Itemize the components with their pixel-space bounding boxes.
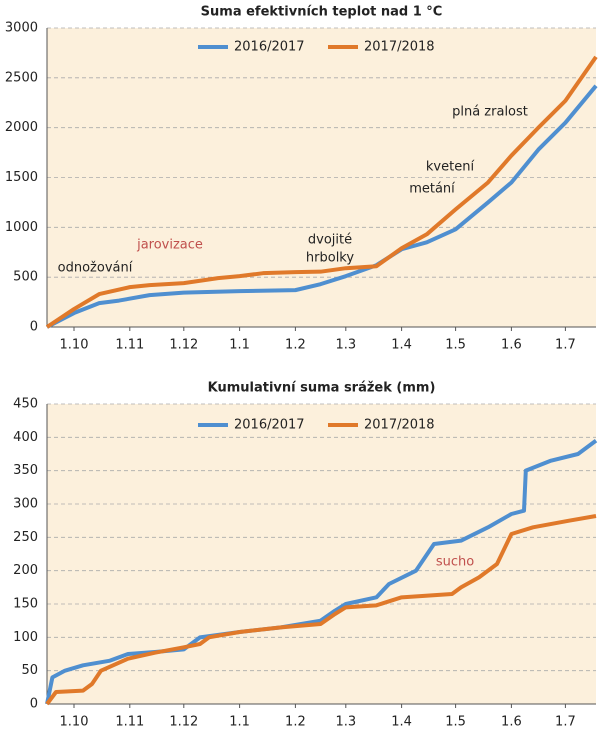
legend-label: 2017/2018 (364, 418, 435, 433)
y-tick-label: 250 (13, 530, 38, 545)
x-tick-label: 1.2 (285, 338, 306, 353)
y-tick-label: 2000 (5, 120, 38, 135)
legend-label: 2016/2017 (234, 418, 305, 433)
x-tick-label: 1.5 (445, 338, 466, 353)
annotation: sucho (436, 555, 474, 570)
x-tick-label: 1.7 (555, 715, 576, 730)
x-tick-label: 1.4 (391, 715, 412, 730)
annotation: plná zralost (452, 105, 528, 120)
chart-title: Kumulativní suma srážek (mm) (208, 381, 436, 396)
annotation: dvojité (308, 233, 352, 248)
data-line (46, 84, 598, 329)
x-tick-label: 1.7 (555, 338, 576, 353)
y-tick-label: 0 (30, 320, 38, 335)
annotation: metání (409, 182, 455, 197)
x-tick-label: 1.10 (60, 338, 89, 353)
y-tick-label: 3000 (5, 21, 38, 36)
x-tick-label: 1.11 (115, 338, 144, 353)
y-tick-label: 50 (21, 663, 38, 678)
x-tick-label: 1.4 (391, 338, 412, 353)
x-tick-label: 1.6 (501, 338, 522, 353)
y-tick-label: 300 (13, 497, 38, 512)
x-tick-label: 1.10 (60, 715, 89, 730)
x-tick-label: 1.6 (501, 715, 522, 730)
x-tick-label: 1.12 (169, 338, 198, 353)
y-tick-label: 2500 (5, 70, 38, 85)
y-tick-label: 100 (13, 630, 38, 645)
y-tick-label: 350 (13, 463, 38, 478)
x-tick-label: 1.3 (335, 338, 356, 353)
x-tick-label: 1.11 (115, 715, 144, 730)
annotation: odnožování (58, 261, 133, 276)
data-line (45, 439, 598, 705)
y-tick-label: 500 (13, 270, 38, 285)
legend-label: 2017/2018 (364, 40, 435, 55)
data-line (45, 514, 597, 706)
x-tick-label: 1.1 (229, 338, 250, 353)
y-tick-label: 200 (13, 563, 38, 578)
x-tick-label: 1.2 (285, 715, 306, 730)
legend-label: 2016/2017 (234, 40, 305, 55)
annotation: hrbolky (306, 251, 354, 266)
y-tick-label: 0 (30, 697, 38, 712)
y-tick-label: 400 (13, 430, 38, 445)
annotation: jarovizace (136, 238, 203, 253)
y-tick-label: 450 (13, 397, 38, 412)
x-tick-label: 1.3 (335, 715, 356, 730)
x-tick-label: 1.1 (229, 715, 250, 730)
y-tick-label: 1500 (5, 170, 38, 185)
chart-title: Suma efektivních teplot nad 1 °C (201, 5, 443, 20)
x-tick-label: 1.12 (169, 715, 198, 730)
data-line (45, 55, 598, 329)
x-tick-label: 1.5 (445, 715, 466, 730)
y-tick-label: 1000 (5, 220, 38, 235)
y-tick-label: 150 (13, 597, 38, 612)
annotation: kvetení (426, 160, 475, 175)
